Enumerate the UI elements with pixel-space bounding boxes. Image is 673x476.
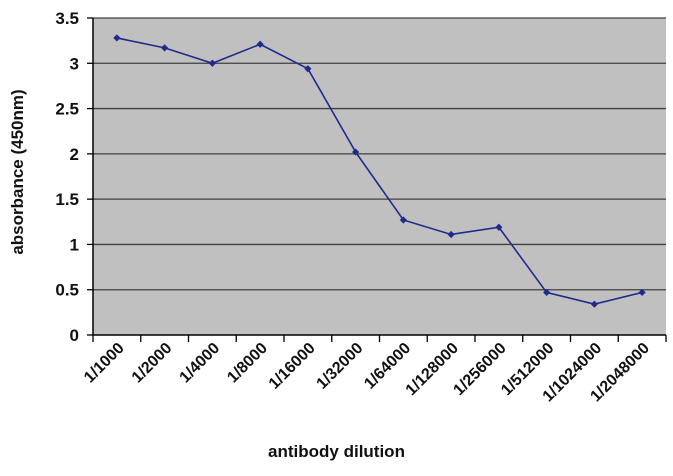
series-line bbox=[116, 37, 643, 306]
y-tick-label: 0.5 bbox=[55, 281, 79, 300]
x-tick-label: 1/8000 bbox=[224, 340, 271, 387]
data-point bbox=[304, 65, 312, 73]
x-tick-label: 1/16000 bbox=[266, 340, 319, 393]
x-tick-label: 1/32000 bbox=[314, 340, 367, 393]
data-point bbox=[161, 44, 169, 52]
data-point bbox=[543, 288, 551, 297]
data-point bbox=[256, 40, 264, 48]
y-tick-label: 3.5 bbox=[55, 9, 79, 28]
x-axis-label: antibody dilution bbox=[268, 442, 405, 461]
data-point bbox=[113, 34, 121, 42]
y-tick-label: 2.5 bbox=[55, 100, 79, 119]
data-point bbox=[208, 59, 216, 67]
x-tick-label: 1/1000 bbox=[81, 340, 128, 387]
y-tick-label: 1 bbox=[70, 235, 79, 254]
y-axis-label: absorbance (450nm) bbox=[8, 89, 27, 255]
data-point bbox=[590, 300, 598, 308]
data-point bbox=[447, 230, 455, 239]
y-tick-label: 0 bbox=[70, 326, 79, 345]
data-point bbox=[352, 148, 360, 156]
x-tick-label: 1/4000 bbox=[177, 340, 224, 387]
x-tick-label: 1/2000 bbox=[129, 340, 176, 387]
y-tick-label: 3 bbox=[70, 54, 79, 73]
data-point bbox=[638, 288, 646, 297]
data-point bbox=[495, 223, 503, 231]
y-tick-label: 1.5 bbox=[55, 190, 79, 209]
plot-area bbox=[93, 18, 666, 335]
data-point bbox=[399, 216, 407, 224]
y-tick-label: 2 bbox=[70, 145, 79, 164]
